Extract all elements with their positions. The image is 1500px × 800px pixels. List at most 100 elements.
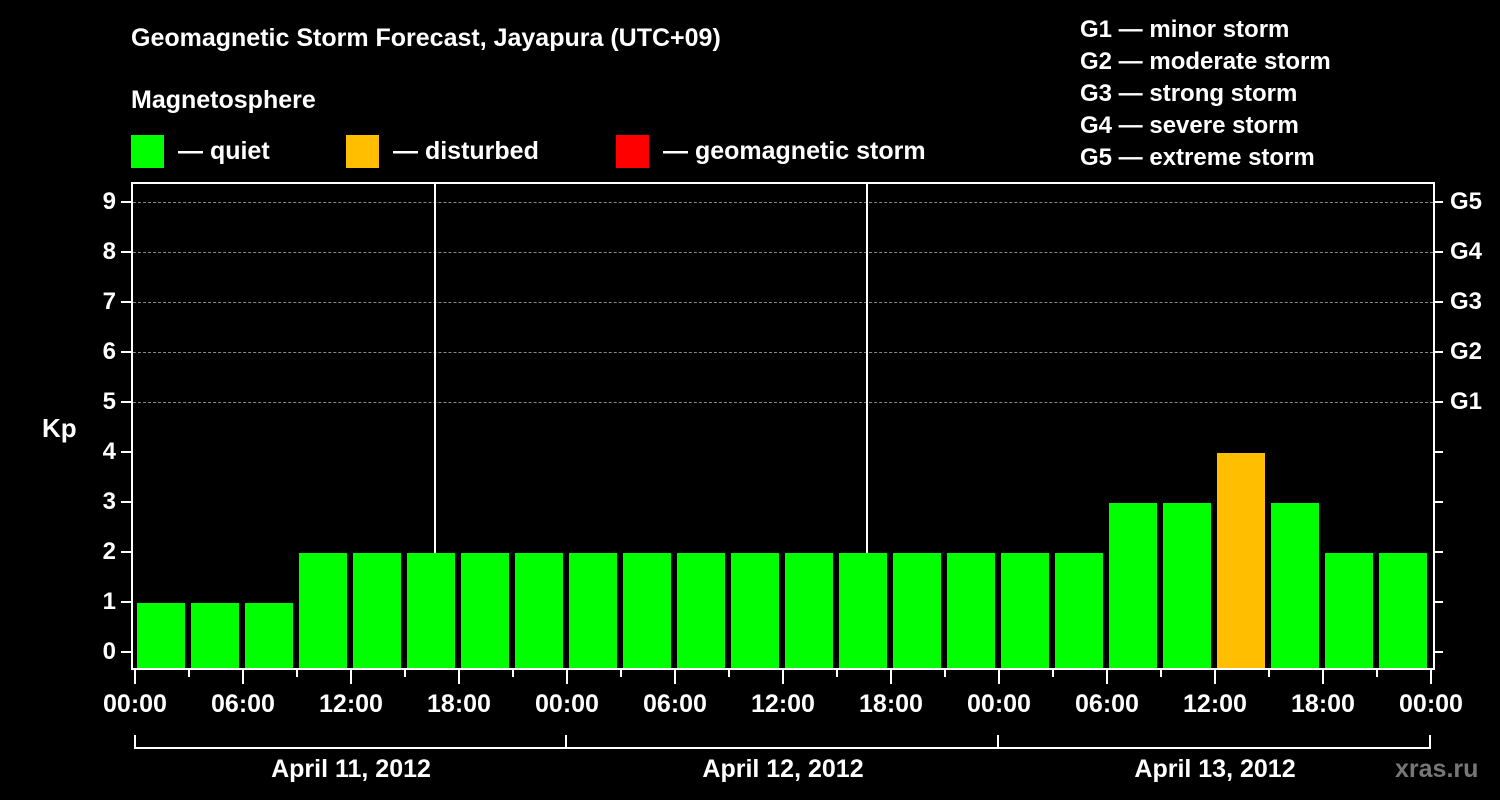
kp-bar: [677, 553, 725, 668]
kp-bar: [1109, 503, 1157, 668]
kp-bar: [731, 553, 779, 668]
x-major-tick: [566, 668, 568, 684]
right-y-tick: [1433, 301, 1443, 303]
kp-bar: [353, 553, 401, 668]
x-minor-tick: [512, 668, 514, 677]
watermark: xras.ru: [1395, 755, 1479, 783]
x-minor-tick: [404, 668, 406, 677]
x-major-tick: [890, 668, 892, 684]
kp-bar: [1001, 553, 1049, 668]
x-major-tick: [350, 668, 352, 684]
y-axis-label: Kp: [42, 413, 77, 443]
x-minor-tick: [944, 668, 946, 677]
plot-area: [131, 182, 1435, 670]
y-tick: [121, 301, 131, 303]
storm-swatch: [616, 134, 649, 168]
kp-bar: [407, 553, 455, 668]
gridline: [133, 402, 1433, 403]
gridline: [133, 302, 1433, 303]
x-major-tick: [674, 668, 676, 684]
x-major-tick: [458, 668, 460, 684]
chart-subtitle: Magnetosphere: [131, 86, 316, 114]
kp-bar: [245, 603, 293, 668]
x-major-tick: [1106, 668, 1108, 684]
kp-bar: [623, 553, 671, 668]
kp-bar: [1379, 553, 1427, 668]
g-scale-label: G1: [1450, 388, 1483, 415]
y-tick: [121, 251, 131, 253]
g4-legend: G4 — severe storm: [1080, 112, 1299, 139]
x-minor-tick: [728, 668, 730, 677]
g1-legend: G1 — minor storm: [1080, 16, 1290, 43]
x-major-tick: [1430, 668, 1432, 684]
x-minor-tick: [620, 668, 622, 677]
x-minor-tick: [1160, 668, 1162, 677]
g-scale-label: G2: [1450, 338, 1483, 365]
kp-bar: [299, 553, 347, 668]
day-separator: [434, 184, 436, 668]
x-major-tick: [1214, 668, 1216, 684]
x-tick-label: 18:00: [1291, 690, 1355, 718]
x-tick-label: 18:00: [859, 690, 923, 718]
x-tick-label: 06:00: [643, 690, 707, 718]
y-tick-label: 3: [102, 488, 116, 515]
gridline: [133, 352, 1433, 353]
y-tick: [121, 551, 131, 553]
x-tick-label: 00:00: [103, 690, 167, 718]
y-tick: [121, 351, 131, 353]
x-minor-tick: [188, 668, 190, 677]
legend-disturbed: — disturbed: [346, 134, 539, 168]
g-scale-label: G3: [1450, 288, 1483, 315]
kp-bar: [785, 553, 833, 668]
y-tick: [121, 201, 131, 203]
x-minor-tick: [836, 668, 838, 677]
date-label: April 11, 2012: [271, 755, 431, 783]
x-tick-label: 06:00: [1075, 690, 1139, 718]
x-minor-tick: [1376, 668, 1378, 677]
kp-bar: [461, 553, 509, 668]
x-tick-label: 12:00: [319, 690, 383, 718]
y-tick-label: 0: [102, 638, 116, 665]
gridline: [133, 252, 1433, 253]
gridline: [133, 202, 1433, 203]
x-major-tick: [782, 668, 784, 684]
legend-storm: — geomagnetic storm: [616, 134, 926, 168]
date-bracket-tick: [997, 735, 999, 749]
y-tick-label: 7: [102, 288, 116, 315]
disturbed-swatch: [346, 134, 379, 168]
day-separator: [866, 184, 868, 668]
y-tick-label: 8: [102, 238, 116, 265]
kp-bar: [1325, 553, 1373, 668]
y-tick: [121, 501, 131, 503]
right-y-tick: [1433, 651, 1443, 653]
kp-bar: [1163, 503, 1211, 668]
right-y-tick: [1433, 601, 1443, 603]
chart-title: Geomagnetic Storm Forecast, Jayapura (UT…: [131, 24, 721, 52]
date-bracket-tick: [565, 735, 567, 749]
x-tick-label: 00:00: [967, 690, 1031, 718]
g2-legend: G2 — moderate storm: [1080, 48, 1331, 75]
g-scale-legend: G1 — minor storm G2 — moderate storm G3 …: [1080, 14, 1331, 174]
x-major-tick: [998, 668, 1000, 684]
kp-bar: [1055, 553, 1103, 668]
date-bracket-tick: [134, 735, 136, 749]
y-tick-label: 9: [102, 188, 116, 215]
y-tick: [121, 451, 131, 453]
legend-disturbed-label: — disturbed: [393, 136, 539, 165]
date-bracket: [135, 747, 1431, 749]
x-tick-label: 12:00: [751, 690, 815, 718]
y-tick: [121, 651, 131, 653]
kp-bar: [1271, 503, 1319, 668]
y-tick-label: 4: [102, 438, 116, 465]
x-major-tick: [1322, 668, 1324, 684]
y-tick-label: 2: [102, 538, 116, 565]
x-minor-tick: [296, 668, 298, 677]
x-minor-tick: [1052, 668, 1054, 677]
right-y-tick: [1433, 201, 1443, 203]
legend-quiet-label: — quiet: [178, 136, 270, 165]
x-tick-label: 06:00: [211, 690, 275, 718]
date-bracket-tick: [1429, 735, 1431, 749]
right-y-tick: [1433, 251, 1443, 253]
x-major-tick: [242, 668, 244, 684]
x-minor-tick: [1268, 668, 1270, 677]
